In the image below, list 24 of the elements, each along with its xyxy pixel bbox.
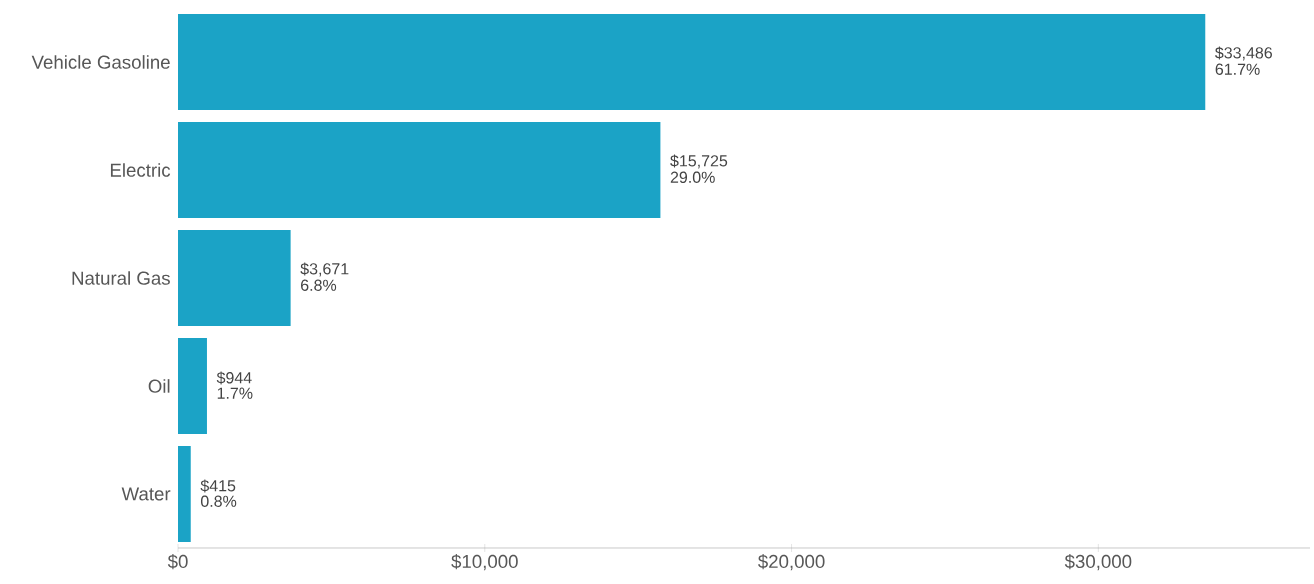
bar: [178, 445, 191, 543]
annotation: 6.8%: [301, 279, 337, 291]
annotation: 0.8%: [200, 495, 237, 507]
data-label: $3,671: [300, 262, 349, 277]
y-tick-label: Natural Gas: [72, 271, 170, 285]
data-label: $33,486: [1215, 46, 1272, 61]
data-label: $415: [200, 479, 236, 493]
y-tick-label: Oil: [148, 379, 170, 393]
bar: [178, 13, 1206, 111]
y-tick-label: Vehicle Gasoline: [31, 55, 170, 69]
annotation: 1.7%: [217, 387, 253, 399]
data-label: $15,725: [670, 154, 728, 169]
bar: [178, 229, 291, 327]
y-tick-label: Electric: [110, 163, 171, 177]
y-tick-label: Water: [121, 487, 171, 501]
x-tick-label: $10,000: [451, 554, 518, 571]
bar: [178, 337, 207, 435]
x-tick-label: $0: [167, 554, 188, 570]
annotation: 61.7%: [1215, 63, 1260, 75]
annotation: 29.0%: [670, 171, 715, 183]
x-tick-label: $30,000: [1064, 554, 1132, 571]
x-tick-label: $20,000: [758, 554, 825, 571]
data-label: $944: [216, 371, 252, 385]
bar: [178, 121, 661, 219]
